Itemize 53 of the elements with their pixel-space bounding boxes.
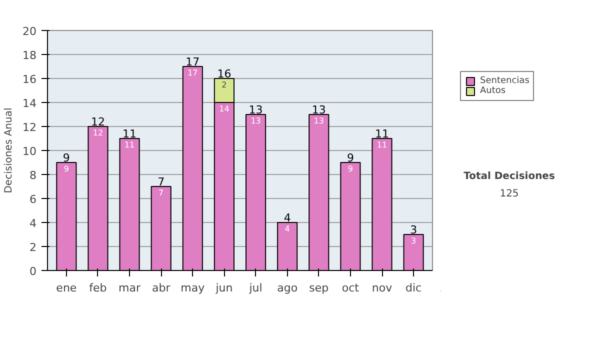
total-label: 12	[90, 116, 105, 128]
total-label: 11	[122, 128, 137, 140]
x-tick-label: dic	[406, 282, 422, 294]
y-tick-label: 6	[30, 193, 36, 206]
y-tick-label: 20	[22, 25, 37, 38]
y-tick-label: 16	[22, 73, 37, 86]
data-label: 9	[348, 164, 353, 174]
x-tick-label: jul	[248, 282, 262, 294]
data-label: 2	[222, 80, 227, 90]
x-tick-label: jun	[214, 282, 233, 294]
legend-label: Autos	[480, 86, 506, 96]
x-tick-label: abr	[152, 282, 171, 294]
data-label: 12	[92, 128, 104, 138]
text: Total Decisiones	[464, 171, 555, 182]
y-tick-label: 0	[30, 265, 36, 278]
total-label: 11	[375, 128, 390, 140]
data-label: 13	[314, 116, 324, 126]
y-axis-title: Decisiones Anual	[4, 108, 15, 194]
x-tick-label: oct	[342, 282, 360, 294]
data-label: 17	[188, 68, 198, 78]
total-label: 9	[346, 152, 354, 164]
total-label: 13	[312, 104, 326, 116]
x-tick-label: nov	[372, 282, 393, 294]
total-label: 4	[284, 212, 291, 224]
x-tick-label: feb	[89, 282, 107, 294]
total-label: 9	[62, 152, 70, 164]
y-tick-label: 12	[22, 121, 37, 134]
data-label: 11	[376, 140, 388, 150]
total-label: 16	[217, 68, 232, 80]
data-label: 3	[411, 236, 416, 246]
total-label: 13	[248, 104, 263, 116]
x-tick-label: mar	[118, 282, 142, 294]
total-label: 7	[158, 176, 165, 188]
y-tick-label: 2	[30, 241, 36, 254]
data-label: 4	[284, 224, 290, 234]
x-tick-label: ago	[277, 282, 298, 294]
y-tick-label: 8	[30, 169, 36, 182]
y-tick-label: 18	[22, 49, 37, 62]
x-tick-label: sep	[309, 282, 329, 294]
y-tick-label: 4	[30, 217, 36, 230]
y-tick-label: 10	[22, 145, 37, 158]
data-label: 9	[64, 164, 69, 174]
x-tick-label: ene	[56, 282, 77, 294]
legend-label: Sentencias	[480, 76, 530, 86]
data-label: 7	[158, 188, 164, 198]
y-tick-label: 14	[22, 97, 37, 110]
x-tick-label: may	[180, 282, 206, 294]
total-label: 17	[186, 56, 200, 68]
data-label: 13	[250, 116, 261, 126]
total-label: 3	[410, 224, 418, 236]
data-label: 11	[124, 140, 135, 150]
data-label: 14	[219, 104, 230, 114]
text: 125	[500, 188, 519, 200]
